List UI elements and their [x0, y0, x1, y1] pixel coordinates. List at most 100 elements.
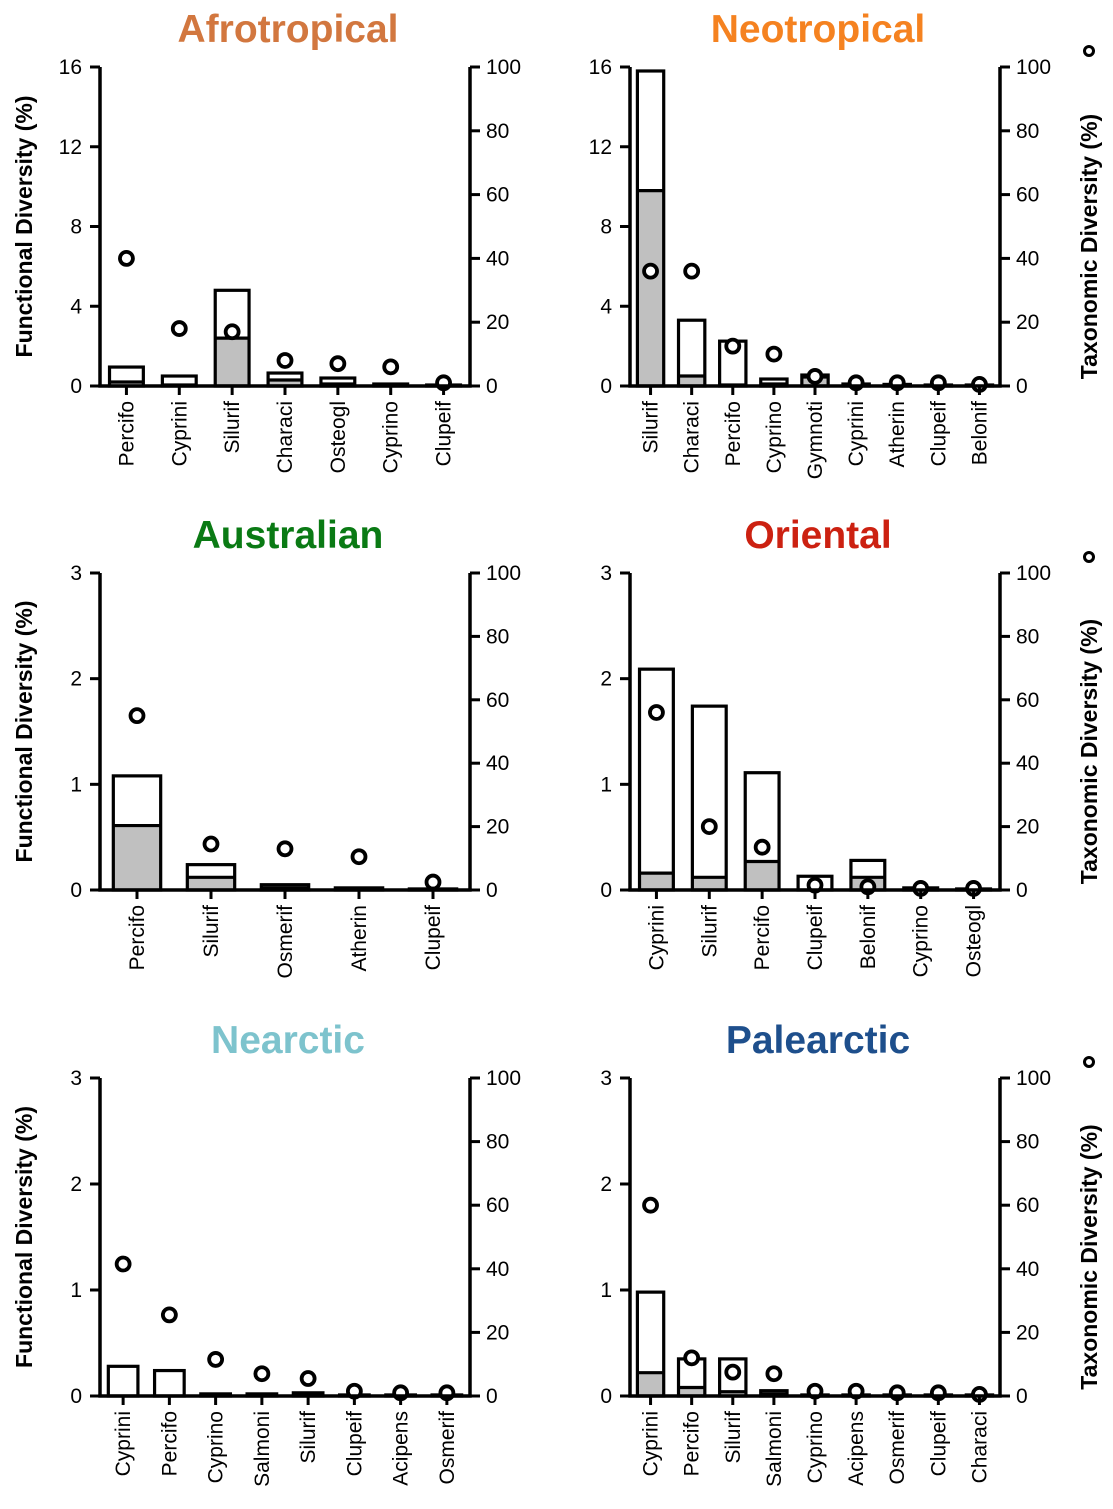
right-tick-label: 60: [486, 184, 509, 207]
chart-panel-palearctic: Palearctic Cyprini Percifo Silurif Salmoni Cy…: [600, 1019, 1102, 1487]
x-tick-label: Silurif: [640, 401, 663, 454]
x-tick-label: Belonif: [857, 905, 880, 969]
left-tick-label: 1: [600, 1279, 612, 1302]
x-tick-label: Percifo: [722, 401, 745, 466]
left-tick-label: 16: [59, 56, 82, 79]
left-tick-label: 16: [589, 56, 612, 79]
x-tick-label: Clupeif: [927, 1411, 950, 1477]
right-tick-label: 80: [486, 120, 509, 143]
taxonomic-point: [223, 323, 241, 341]
left-tick-label: 4: [70, 295, 82, 318]
right-tick-label: 40: [486, 752, 509, 775]
taxonomic-point: [114, 1255, 132, 1273]
x-tick-label: Clupeif: [433, 401, 456, 467]
x-tick-label: Cyprino: [763, 401, 786, 473]
x-tick-label: Cyprino: [910, 905, 933, 977]
chart-panel-australian: Australian Percifo Silurif Osmerif Atherin Cl…: [11, 514, 521, 979]
x-tick-label: Clupeif: [343, 1411, 366, 1477]
bar-inner: [719, 1391, 746, 1396]
bar-inner: [678, 376, 705, 386]
x-tick-label: Cyprini: [845, 401, 868, 466]
right-tick-label: 20: [486, 311, 509, 334]
bar-inner: [109, 382, 144, 386]
left-tick-label: 0: [600, 879, 612, 902]
right-tick-label: 100: [486, 1067, 521, 1090]
x-tick-label: Silurif: [221, 401, 244, 454]
right-tick-label: 40: [486, 247, 509, 270]
x-tick-label: Cyprini: [112, 1411, 135, 1476]
right-tick-label: 40: [1016, 1258, 1039, 1281]
taxonomic-point: [683, 262, 701, 280]
x-tick-label: Cyprino: [804, 1411, 827, 1483]
right-tick-label: 40: [1016, 752, 1039, 775]
chart-title: Palearctic: [726, 1019, 910, 1062]
x-tick-label: Characi: [968, 1411, 991, 1483]
x-tick-label: Salmoni: [763, 1411, 786, 1487]
right-tick-label: 60: [1016, 1194, 1039, 1217]
legend-circle-icon: [1083, 1056, 1095, 1068]
left-tick-label: 2: [600, 1173, 612, 1196]
x-tick-label: Cyprino: [380, 401, 403, 473]
chart-panel-nearctic: Nearctic Cyprini Percifo Cyprino Salmoni Silu…: [11, 1019, 521, 1487]
bar-inner: [639, 873, 674, 890]
left-tick-label: 0: [70, 1385, 82, 1408]
right-tick-label: 20: [1016, 816, 1039, 839]
left-axis-label: Functional Diversity (%): [11, 601, 37, 863]
right-tick-label: 0: [486, 879, 498, 902]
right-tick-label: 40: [486, 1258, 509, 1281]
right-tick-label: 20: [486, 1321, 509, 1344]
right-tick-label: 100: [486, 56, 521, 79]
x-tick-label: Cyprini: [645, 905, 668, 970]
x-tick-label: Cyprini: [168, 401, 191, 466]
bar-inner: [268, 380, 302, 386]
right-tick-label: 100: [486, 562, 521, 585]
right-tick-label: 100: [1016, 562, 1051, 585]
taxonomic-point: [118, 249, 135, 267]
x-tick-label: Clupeif: [422, 905, 445, 971]
x-tick-label: Gymnoti: [804, 401, 827, 479]
left-tick-label: 1: [600, 773, 612, 796]
taxonomic-point: [648, 704, 665, 721]
chart-panel-oriental: Oriental Cyprini Silurif Percifo Clupeif Belo…: [600, 514, 1102, 977]
taxonomic-point: [765, 1365, 783, 1383]
right-tick-label: 80: [1016, 120, 1039, 143]
bar-inner: [187, 877, 235, 890]
x-tick-label: Characi: [681, 401, 704, 473]
right-tick-label: 0: [486, 375, 498, 398]
left-tick-label: 8: [600, 216, 612, 239]
x-tick-label: Silurif: [297, 1411, 320, 1464]
taxonomic-point: [170, 320, 188, 337]
right-tick-label: 20: [486, 816, 509, 839]
left-tick-label: 2: [70, 668, 82, 691]
taxonomic-point: [276, 352, 294, 369]
x-tick-label: Atherin: [348, 905, 371, 972]
right-tick-label: 60: [1016, 689, 1039, 712]
chart-title: Oriental: [744, 514, 891, 557]
x-tick-label: Characi: [274, 401, 297, 473]
taxonomic-point: [724, 337, 742, 355]
taxonomic-point: [683, 1349, 701, 1367]
bar-inner: [692, 877, 727, 890]
taxonomic-point: [207, 1351, 225, 1368]
left-tick-label: 2: [70, 1173, 82, 1196]
x-tick-label: Belonif: [968, 401, 991, 465]
taxonomic-point: [128, 707, 146, 725]
right-axis-label: Taxonomic Diversity (%): [1076, 114, 1102, 379]
right-tick-label: 0: [486, 1385, 498, 1408]
taxonomic-point: [424, 873, 442, 891]
bar-inner: [745, 861, 780, 890]
right-tick-label: 20: [1016, 311, 1039, 334]
left-tick-label: 12: [59, 136, 82, 159]
bar-inner: [113, 825, 161, 890]
x-tick-label: Osmerif: [274, 905, 297, 979]
taxonomic-point: [700, 818, 718, 835]
x-tick-label: Cyprini: [640, 1411, 663, 1476]
left-tick-label: 2: [600, 668, 612, 691]
taxonomic-point: [806, 368, 824, 385]
left-tick-label: 3: [70, 1067, 82, 1090]
legend-circle-icon: [1083, 45, 1095, 57]
bar-inner: [678, 1387, 705, 1396]
x-tick-label: Salmoni: [251, 1411, 274, 1487]
right-tick-label: 80: [486, 1131, 509, 1154]
